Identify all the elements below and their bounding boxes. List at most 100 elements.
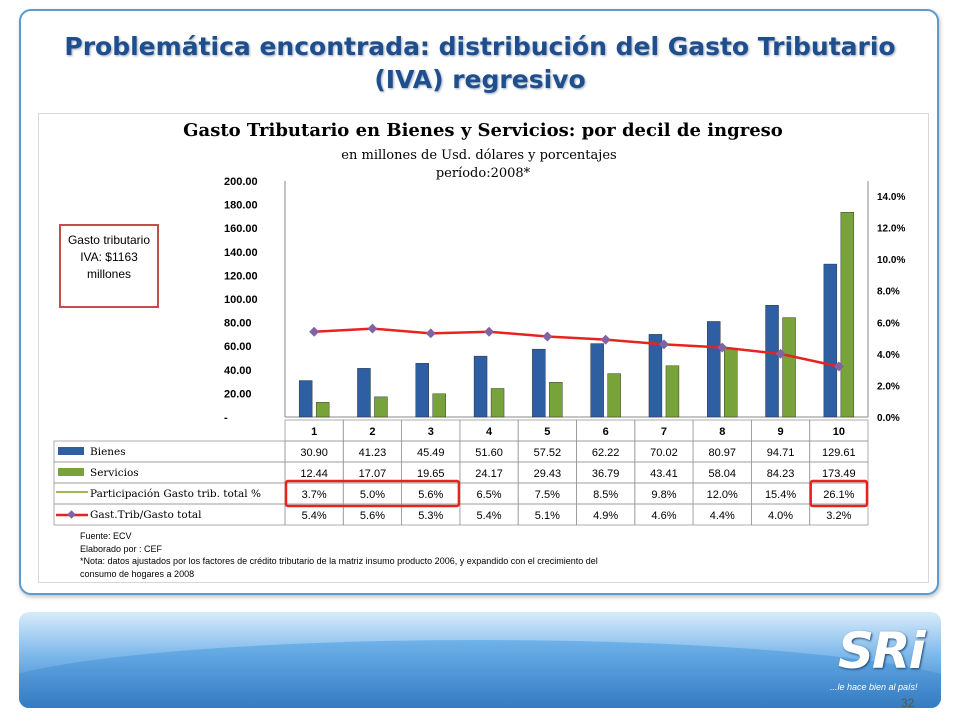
category-label: 7 (661, 426, 667, 438)
table-value: 7.5% (535, 489, 560, 501)
bar-servicios (840, 212, 855, 418)
bar-servicios (724, 348, 738, 418)
bar-bienes (298, 380, 313, 418)
bar-bienes (765, 305, 779, 418)
table-value: 24.17 (475, 468, 503, 480)
table-value: 62.22 (592, 447, 620, 459)
callout-box: Gasto tributario IVA: $1163 millones (59, 224, 159, 308)
table-value: 51.60 (475, 447, 503, 459)
bar-servicios (665, 365, 680, 418)
table-cell (53, 461, 286, 484)
page-number: 32 (901, 696, 915, 710)
slide-title: Problemática encontrada: distribución de… (64, 32, 896, 94)
footer-wave (19, 640, 941, 708)
table-value: 173.49 (822, 468, 856, 480)
bar-servicios (374, 396, 388, 418)
category-label: 3 (428, 426, 434, 438)
category-label: 1 (311, 426, 317, 438)
y2-tick-label: 8.0% (877, 287, 900, 298)
y2-tick-label: 6.0% (877, 318, 900, 329)
bar-servicios (549, 382, 563, 418)
table-value: 4.4% (710, 510, 735, 522)
bar-servicios (315, 402, 330, 418)
y-tick-label: 80.00 (224, 318, 252, 330)
table-cell (53, 440, 286, 463)
category-label: 9 (777, 426, 783, 438)
table-value: 12.44 (300, 468, 328, 480)
line-point (309, 326, 320, 337)
legend-key (58, 447, 84, 455)
table-value: 3.7% (302, 489, 327, 501)
table-value: 4.0% (768, 510, 793, 522)
table-value: 5.6% (418, 489, 443, 501)
chart-title: Gasto Tributario en Bienes y Servicios: … (183, 120, 783, 141)
y-tick-label: 100.00 (224, 294, 258, 306)
table-value: 70.02 (650, 447, 678, 459)
category-label: 4 (486, 426, 493, 438)
table-cell (809, 503, 869, 526)
line-gasto-total (314, 327, 840, 368)
line-point (775, 348, 786, 359)
bar-bienes (648, 334, 663, 418)
table-value: 84.23 (767, 468, 795, 480)
y2-tick-label: 0.0% (877, 413, 900, 424)
legend-label: Bienes (90, 446, 126, 458)
chart-period: período:2008* (435, 166, 531, 181)
logo-tagline: ...le hace bien al país! (830, 682, 918, 692)
y-tick-label: 60.00 (224, 341, 252, 353)
table-value: 5.1% (535, 510, 560, 522)
bar-bienes (532, 348, 546, 418)
note-author: Elaborado por : CEF (80, 543, 163, 554)
category-label: 6 (603, 426, 609, 438)
table-value: 129.61 (822, 447, 856, 459)
table-value: 4.6% (651, 510, 676, 522)
category-label: 2 (369, 426, 375, 438)
y-tick-label: 200.00 (224, 176, 258, 188)
table-value: 36.79 (592, 468, 620, 480)
table-value: 5.4% (477, 510, 502, 522)
y2-tick-label: 4.0% (877, 350, 900, 361)
line-point (659, 339, 669, 350)
bar-bienes (473, 355, 488, 418)
y-tick-label: 120.00 (224, 270, 258, 282)
y-tick-label: 180.00 (224, 200, 258, 212)
line-point (367, 323, 378, 334)
chart-area (38, 113, 929, 583)
legend-key-marker (67, 510, 76, 519)
y-tick-label: 40.00 (224, 365, 252, 377)
y2-tick-label: 14.0% (877, 192, 905, 203)
footer-band (19, 612, 941, 708)
table-value: 15.4% (765, 489, 796, 501)
bar-bienes (823, 263, 838, 418)
line-point (833, 361, 844, 372)
bar-servicios (782, 317, 796, 418)
category-label: 10 (833, 426, 845, 438)
legend-key (58, 468, 84, 476)
legend-label: Participación Gasto trib. total % (90, 488, 261, 500)
y2-tick-label: 2.0% (877, 381, 900, 392)
table-value: 29.43 (534, 468, 562, 480)
table-value: 58.04 (708, 468, 736, 480)
table-value: 45.49 (417, 447, 445, 459)
chart-svg: 200.00 180.00 1 60.00 140.00 120.00 100.00 80.0… (53, 176, 905, 526)
line-point (425, 328, 436, 339)
bar-servicios (490, 388, 505, 418)
highlight-top-decile (809, 479, 869, 508)
table-value: 26.1% (823, 489, 854, 501)
note-text: *Nota: datos ajustados por los factores … (80, 556, 598, 566)
chart-notes: Fuente: ECV Elaborado por : CEF *Nota: d… (80, 530, 780, 580)
chart-subtitle: en millones de Usd. dólares y porcentaje… (341, 148, 617, 163)
table-value: 57.52 (534, 447, 562, 459)
category-label: 5 (544, 426, 550, 438)
y-tick-label: 140.00 (224, 247, 258, 259)
table-value: 5.6% (360, 510, 385, 522)
bar-servicios (607, 373, 621, 418)
legend-label: Servicios (90, 467, 139, 479)
line-point (484, 326, 494, 337)
table-value: 94.71 (767, 447, 795, 459)
note-source: Fuente: ECV (80, 531, 132, 541)
table-value: 8.5% (593, 489, 618, 501)
note-text-cont: consumo de hogares a 2008 (80, 568, 195, 579)
table-value: 3.2% (826, 510, 851, 522)
y-tick-label: 20.00 (224, 388, 252, 400)
